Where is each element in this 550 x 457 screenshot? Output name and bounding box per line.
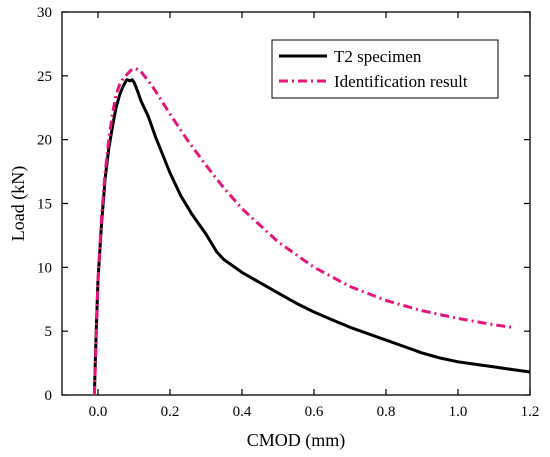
y-axis-ticks: 0 5 10 15 20 25 30 [37, 5, 530, 404]
legend: T2 specimen Identification result [271, 39, 499, 99]
x-tick-label: 0.2 [161, 404, 180, 420]
x-tick-label: 0.6 [305, 404, 324, 420]
y-tick-label: 30 [37, 5, 52, 21]
x-axis-ticks: 0.0 0.2 0.4 0.6 0.8 1.0 1.2 [89, 12, 540, 420]
series-line-t2-specimen [92, 78, 531, 396]
y-tick-label: 0 [45, 388, 53, 404]
legend-label-t2: T2 specimen [334, 47, 422, 66]
y-tick-label: 25 [37, 69, 52, 85]
x-tick-label: 0.0 [89, 404, 108, 420]
y-tick-label: 10 [37, 260, 52, 276]
series-line-identification-result [92, 66, 513, 396]
x-tick-label: 1.0 [449, 404, 468, 420]
legend-label-identification: Identification result [334, 72, 468, 91]
y-tick-label: 20 [37, 133, 52, 149]
y-tick-label: 5 [45, 324, 53, 340]
series-lines [92, 66, 531, 396]
legend-box [271, 39, 499, 99]
x-tick-label: 0.8 [377, 404, 396, 420]
x-tick-label: 1.2 [521, 404, 540, 420]
x-tick-label: 0.4 [233, 404, 252, 420]
x-axis-label: CMOD (mm) [247, 430, 346, 451]
y-tick-label: 15 [37, 197, 52, 213]
y-axis-label: Load (kN) [8, 166, 29, 241]
